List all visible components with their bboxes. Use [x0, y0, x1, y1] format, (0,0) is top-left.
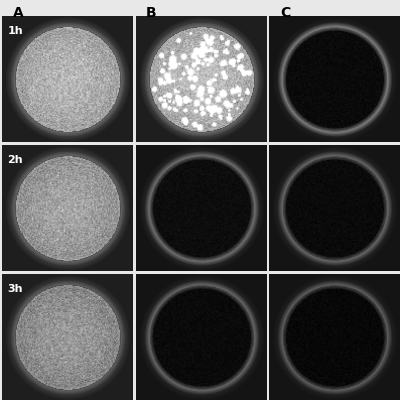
- Text: C: C: [280, 6, 290, 20]
- Text: B: B: [146, 6, 157, 20]
- Text: A: A: [12, 6, 23, 20]
- Text: 2h: 2h: [7, 155, 23, 165]
- Text: 3h: 3h: [7, 284, 23, 294]
- Text: 1h: 1h: [7, 26, 23, 36]
